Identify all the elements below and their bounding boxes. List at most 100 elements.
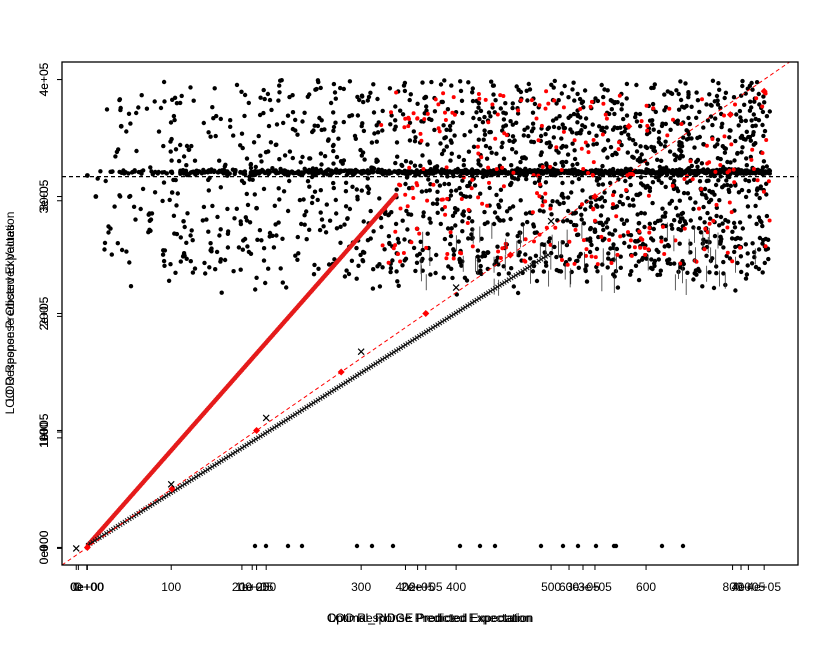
cloud-point — [622, 240, 627, 246]
cloud-point — [388, 266, 394, 271]
cloud-point — [570, 162, 575, 168]
cloud-point — [406, 186, 412, 191]
cloud-point — [293, 128, 298, 133]
cloud-point — [148, 217, 154, 222]
cloud-point — [627, 136, 632, 141]
cloud-point — [506, 271, 511, 276]
diag-cross — [384, 354, 390, 359]
cloud-point — [756, 91, 761, 97]
cloud-point — [764, 181, 769, 186]
cloud-point — [678, 97, 684, 103]
cloud-point — [338, 240, 343, 245]
cloud-point — [684, 180, 690, 185]
cloud-point — [360, 249, 366, 255]
cloud-point — [530, 269, 536, 274]
x-tick-label: 700 — [731, 580, 751, 594]
cloud-point — [754, 192, 759, 197]
cloud-point — [428, 220, 433, 225]
cloud-point — [748, 99, 753, 104]
cloud-point — [127, 260, 132, 265]
cloud-point-red — [738, 245, 743, 250]
diag-cross — [265, 429, 270, 435]
cloud-point — [638, 124, 643, 129]
cloud-point — [355, 94, 360, 100]
cloud-point — [602, 198, 608, 204]
cloud-point — [751, 130, 756, 135]
diag-cross — [375, 359, 381, 365]
cloud-point — [761, 237, 766, 243]
cloud-point-red — [537, 103, 542, 108]
cloud-point — [579, 217, 584, 222]
diag-cross — [460, 306, 466, 312]
cloud-point — [378, 215, 384, 221]
cloud-point — [678, 153, 684, 158]
cloud-point — [518, 171, 523, 177]
cloud-point-red — [644, 103, 649, 108]
cloud-point — [311, 272, 317, 277]
cloud-point — [178, 100, 183, 106]
cloud-point — [169, 158, 174, 163]
cloud-point — [764, 192, 769, 197]
cloud-point — [355, 169, 360, 174]
cloud-point — [216, 170, 221, 175]
cloud-point — [707, 92, 712, 97]
cloud-point — [124, 129, 129, 134]
cloud-point — [631, 203, 636, 208]
cloud-point — [225, 206, 230, 212]
cloud-point — [525, 125, 530, 130]
diag-cross — [246, 441, 252, 446]
cloud-point-red — [615, 252, 620, 257]
zero-row-point — [369, 543, 375, 549]
cloud-point — [405, 227, 410, 232]
cloud-point — [597, 176, 602, 181]
cloud-point-red — [579, 146, 584, 151]
diag-cross — [469, 300, 475, 306]
cloud-point-red — [700, 97, 704, 102]
cloud-point — [510, 122, 515, 127]
cloud-point-red — [431, 182, 436, 187]
diag-cross — [232, 449, 238, 455]
cloud-point — [469, 232, 474, 237]
cloud-point-red — [679, 122, 684, 126]
cloud-point — [470, 86, 475, 91]
cloud-point-red — [586, 150, 591, 155]
cloud-point — [178, 169, 183, 175]
cloud-point — [481, 137, 486, 142]
cloud-point — [240, 170, 245, 175]
cloud-point — [602, 87, 607, 92]
cloud-point — [170, 97, 175, 103]
cloud-point — [251, 140, 257, 145]
cloud-point-red — [476, 92, 481, 96]
cloud-point — [609, 107, 614, 112]
cloud-point — [576, 232, 581, 237]
x-tick-label: 800 — [723, 580, 743, 594]
cloud-point — [332, 90, 338, 95]
cloud-point-red — [485, 203, 490, 208]
cloud-point — [766, 256, 771, 262]
cloud-point — [663, 237, 668, 242]
cloud-point — [588, 200, 594, 205]
cloud-point — [418, 163, 423, 168]
cloud-point — [620, 202, 626, 207]
cloud-point — [717, 223, 722, 228]
cloud-point — [215, 214, 220, 220]
cloud-point — [633, 111, 639, 117]
cloud-point-red — [581, 238, 586, 243]
x-tick-label: 200 — [256, 580, 276, 594]
cloud-point — [354, 187, 359, 192]
cloud-point — [338, 224, 343, 229]
cloud-point — [354, 245, 359, 251]
cloud-point — [312, 123, 317, 128]
cloud-point — [561, 219, 566, 224]
cloud-point — [744, 129, 749, 134]
cloud-point — [408, 160, 414, 165]
cloud-point — [708, 114, 714, 119]
cloud-point-red — [536, 138, 541, 143]
cloud-point — [228, 118, 233, 123]
cloud-point — [739, 133, 745, 139]
cloud-point — [287, 149, 293, 154]
cloud-point — [626, 132, 631, 137]
cloud-point — [750, 123, 755, 129]
cloud-point — [705, 210, 710, 216]
cloud-point — [676, 170, 681, 175]
